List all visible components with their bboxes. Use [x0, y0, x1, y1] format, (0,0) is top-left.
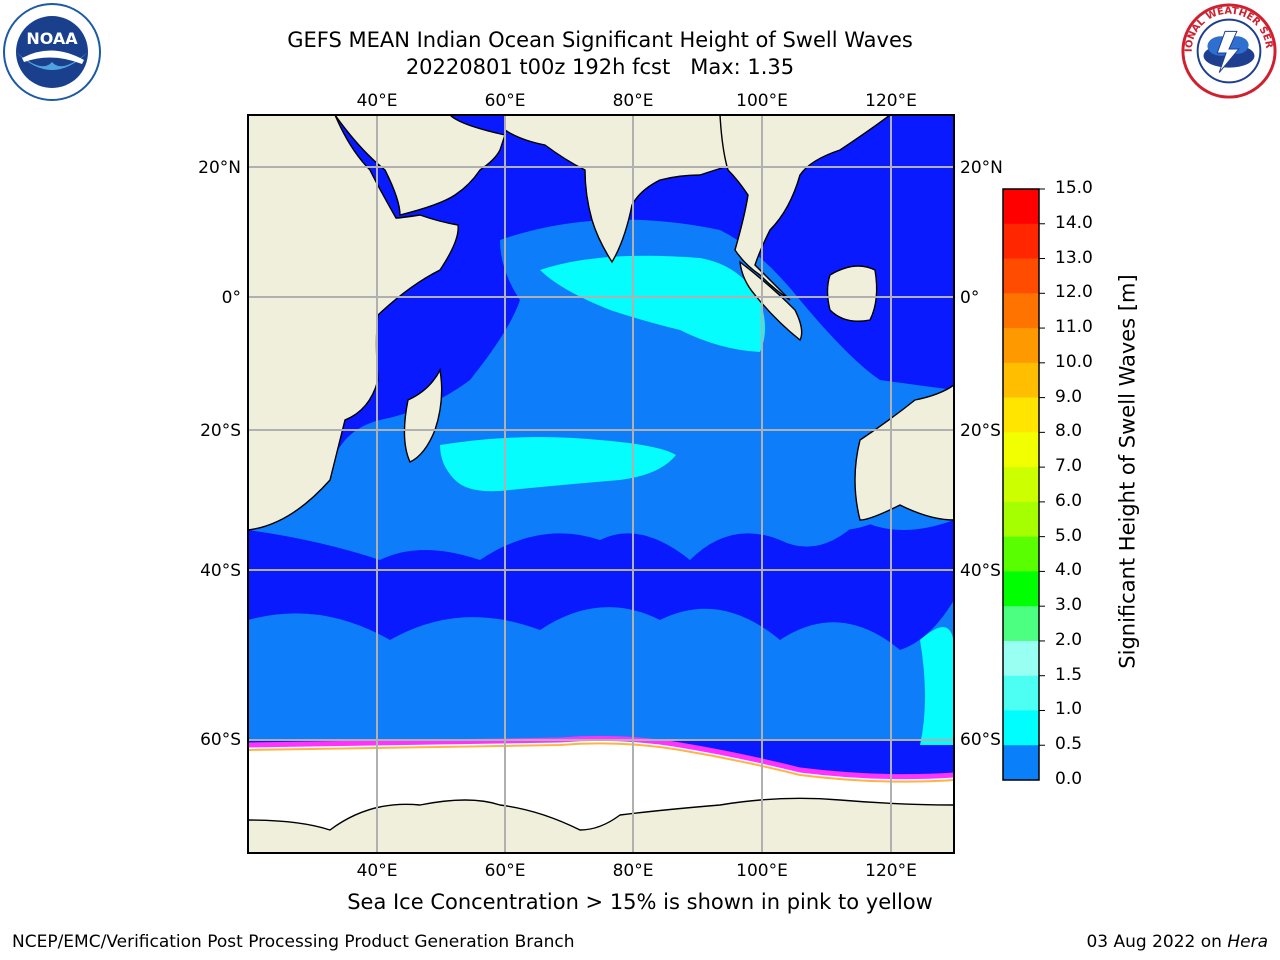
colorbar-segment: [1003, 640, 1039, 677]
lat-right-20S: 20°S: [960, 421, 1001, 441]
colorbar-label: 15.0: [1055, 178, 1093, 198]
lat-right-60S: 60°S: [960, 730, 1001, 750]
lon-bottom-100E: 100°E: [736, 861, 788, 881]
lon-bottom-120E: 120°E: [865, 861, 917, 881]
lon-top-40E: 40°E: [357, 91, 398, 111]
swell-patch-southwest: [920, 627, 954, 745]
colorbar-label: 5.0: [1055, 525, 1083, 546]
footer-host: Hera: [1227, 932, 1268, 952]
land-borneo: [826, 265, 878, 322]
map-title: GEFS MEAN Indian Ocean Significant Heigh…: [287, 28, 913, 52]
nws-logo: NATIONAL WEATHER SERVICE: [1180, 2, 1277, 99]
swell-band-mid-east: [770, 395, 880, 530]
lon-top-60E: 60°E: [485, 91, 526, 111]
colorbar-segment: [1003, 189, 1039, 225]
lon-top-80E: 80°E: [613, 91, 654, 111]
graticule: [248, 115, 954, 853]
colorbar-label: 12.0: [1055, 282, 1093, 303]
lat-right-20N: 20°N: [960, 158, 1003, 178]
colorbar-label: 1.5: [1055, 664, 1083, 685]
colorbar: [1003, 188, 1045, 781]
lon-top-120E: 120°E: [865, 91, 917, 111]
colorbar-segment: [1003, 710, 1039, 746]
lon-top-100E: 100°E: [736, 91, 788, 111]
colorbar-segment: [1003, 536, 1039, 572]
colorbar-segment: [1003, 328, 1039, 364]
footer-date: 03 Aug 2022 on Hera: [1086, 932, 1268, 952]
colorbar-segment: [1003, 293, 1039, 329]
lat-right-0: 0°: [960, 288, 979, 308]
lon-bottom-80E: 80°E: [613, 861, 654, 881]
colorbar-label: 9.0: [1055, 386, 1083, 407]
land-sumatra: [739, 260, 803, 342]
map-subtitle: 20220801 t00z 192h fcst Max: 1.35: [405, 55, 795, 79]
swell-patch-equatorial: [540, 255, 765, 352]
colorbar-label: 14.0: [1055, 212, 1093, 233]
lat-right-40S: 40°S: [960, 561, 1001, 581]
colorbar-segment: [1003, 467, 1039, 503]
colorbar-label: 0.5: [1055, 734, 1083, 755]
noaa-logo-text: NOAA: [26, 29, 78, 48]
lat-left-20S: 20°S: [200, 421, 241, 441]
sea-ice-caption: Sea Ice Concentration > 15% is shown in …: [347, 890, 933, 914]
colorbar-label: 7.0: [1055, 456, 1083, 477]
colorbar-frame: [1002, 188, 1040, 781]
colorbar-segment: [1003, 362, 1039, 399]
colorbar-segment: [1003, 223, 1039, 260]
lat-left-0: 0°: [222, 288, 241, 308]
sea-ice-edge-inner: [248, 742, 954, 783]
colorbar-label: 3.0: [1055, 595, 1083, 616]
colorbar-segment: [1003, 397, 1039, 433]
colorbar-label: 13.0: [1055, 247, 1093, 268]
colorbar-label: 1.0: [1055, 699, 1083, 720]
lat-left-20N: 20°N: [198, 158, 241, 178]
colorbar-label: 0.0: [1055, 769, 1083, 789]
footer-date-text: 03 Aug 2022 on: [1086, 932, 1228, 952]
colorbar-title: Significant Height of Swell Waves [m]: [1115, 274, 1140, 669]
colorbar-label: 6.0: [1055, 490, 1083, 511]
lon-bottom-40E: 40°E: [357, 861, 398, 881]
footer-branch: NCEP/EMC/Verification Post Processing Pr…: [12, 932, 575, 952]
colorbar-segment: [1003, 501, 1039, 538]
colorbar-label: 10.0: [1055, 351, 1093, 372]
colorbar-segment: [1003, 258, 1039, 294]
swell-band-mid-south: [248, 600, 954, 740]
swell-patch-south: [440, 436, 676, 492]
colorbar-label: 11.0: [1055, 317, 1093, 338]
land-antarctica: [248, 797, 954, 853]
lat-left-60S: 60°S: [200, 730, 241, 750]
colorbar-segment: [1003, 745, 1039, 781]
noaa-logo: NOAA: [3, 3, 101, 101]
land-australia: [854, 384, 954, 521]
colorbar-segment: [1003, 675, 1039, 711]
sea-ice-edge: [248, 735, 954, 780]
colorbar-segment: [1003, 432, 1039, 468]
colorbar-segment: [1003, 571, 1039, 607]
lon-bottom-60E: 60°E: [485, 861, 526, 881]
colorbar-label: 4.0: [1055, 560, 1083, 581]
colorbar-label: 2.0: [1055, 629, 1083, 650]
map-frame: [247, 114, 955, 854]
colorbar-label: 8.0: [1055, 421, 1083, 442]
colorbar-segment: [1003, 606, 1039, 642]
lat-left-40S: 40°S: [200, 561, 241, 581]
